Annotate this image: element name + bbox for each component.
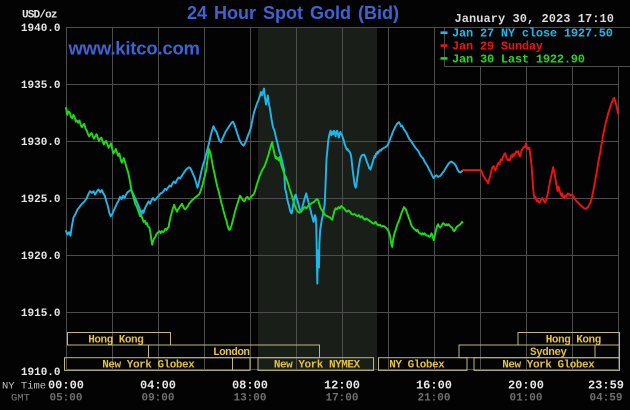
svg-text:Hong Kong: Hong Kong [546, 335, 601, 347]
svg-text:21:00: 21:00 [417, 393, 450, 405]
svg-text:New York Globex: New York Globex [102, 360, 195, 372]
svg-text:1940.0: 1940.0 [21, 23, 61, 35]
svg-text:NY Time: NY Time [2, 381, 46, 393]
svg-text:09:00: 09:00 [141, 393, 174, 405]
svg-text:05:00: 05:00 [49, 393, 82, 405]
svg-text:GMT: GMT [11, 393, 30, 405]
svg-text:17:00: 17:00 [325, 393, 358, 405]
svg-text:08:00: 08:00 [232, 379, 268, 393]
svg-text:04:00: 04:00 [140, 379, 176, 393]
svg-text:13:00: 13:00 [233, 393, 266, 405]
svg-text:1910.0: 1910.0 [21, 367, 61, 379]
svg-text:Jan 29 Sunday: Jan 29 Sunday [452, 40, 543, 54]
svg-text:20:00: 20:00 [508, 379, 544, 393]
svg-text:24 Hour Spot Gold (Bid): 24 Hour Spot Gold (Bid) [187, 3, 399, 23]
svg-text:USD/oz: USD/oz [22, 10, 58, 22]
svg-text:Jan 30 Last 1922.90: Jan 30 Last 1922.90 [452, 52, 585, 66]
svg-text:New York NYMEX: New York NYMEX [274, 360, 361, 372]
svg-text:Hong Kong: Hong Kong [88, 335, 143, 347]
svg-text:04:59: 04:59 [589, 393, 622, 405]
svg-text:12:00: 12:00 [324, 379, 360, 393]
svg-text:London: London [213, 347, 250, 359]
svg-text:1935.0: 1935.0 [21, 80, 61, 92]
svg-text:NY Globex: NY Globex [389, 360, 445, 372]
svg-text:00:00: 00:00 [48, 379, 84, 393]
svg-text:January 30, 2023 17:10: January 30, 2023 17:10 [455, 12, 615, 26]
svg-text:New York Globex: New York Globex [502, 360, 595, 372]
svg-text:1925.0: 1925.0 [21, 194, 61, 206]
svg-text:1930.0: 1930.0 [21, 137, 61, 149]
svg-text:1915.0: 1915.0 [21, 308, 61, 320]
svg-text:23:59: 23:59 [588, 379, 624, 393]
svg-text:www.kitco.com: www.kitco.com [68, 38, 201, 59]
svg-text:Sydney: Sydney [530, 347, 567, 359]
svg-text:01:00: 01:00 [509, 393, 542, 405]
svg-text:1920.0: 1920.0 [21, 251, 61, 263]
svg-text:16:00: 16:00 [416, 379, 452, 393]
svg-text:Jan 27 NY close 1927.50: Jan 27 NY close 1927.50 [452, 27, 613, 41]
